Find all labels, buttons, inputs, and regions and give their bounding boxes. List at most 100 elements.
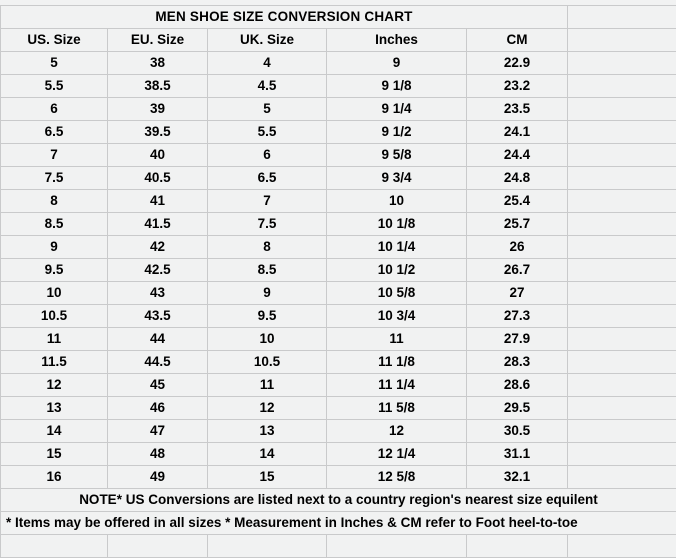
- empty-cell[interactable]: [568, 466, 676, 489]
- table-cell: 6.5: [208, 167, 327, 190]
- empty-cell[interactable]: [568, 190, 676, 213]
- table-cell: 27: [467, 282, 568, 305]
- table-cell: 27.9: [467, 328, 568, 351]
- table-cell: 6.5: [1, 121, 108, 144]
- empty-cell[interactable]: [327, 535, 467, 558]
- note-text: NOTE* US Conversions are listed next to …: [1, 489, 676, 512]
- table-cell: 22.9: [467, 52, 568, 75]
- table-cell: 9.5: [208, 305, 327, 328]
- table-cell: 39.5: [108, 121, 208, 144]
- empty-cell[interactable]: [467, 535, 568, 558]
- empty-cell[interactable]: [108, 535, 208, 558]
- table-cell: 10 1/4: [327, 236, 467, 259]
- table-cell: 38.5: [108, 75, 208, 98]
- table-cell: 25.7: [467, 213, 568, 236]
- table-cell: 14: [1, 420, 108, 443]
- table-cell: 29.5: [467, 397, 568, 420]
- table-cell: 4.5: [208, 75, 327, 98]
- table-cell: 43.5: [108, 305, 208, 328]
- table-cell: 9 1/8: [327, 75, 467, 98]
- table-cell: 41.5: [108, 213, 208, 236]
- table-cell: 9 3/4: [327, 167, 467, 190]
- empty-cell[interactable]: [568, 236, 676, 259]
- table-cell: 10: [208, 328, 327, 351]
- table-cell: 48: [108, 443, 208, 466]
- empty-cell[interactable]: [568, 397, 676, 420]
- table-cell: 46: [108, 397, 208, 420]
- empty-cell[interactable]: [568, 167, 676, 190]
- table-cell: 31.1: [467, 443, 568, 466]
- empty-cell[interactable]: [568, 144, 676, 167]
- table-cell: 5.5: [208, 121, 327, 144]
- empty-cell[interactable]: [568, 75, 676, 98]
- table-cell: 26.7: [467, 259, 568, 282]
- table-cell: 12 1/4: [327, 443, 467, 466]
- column-header: Inches: [327, 29, 467, 52]
- table-cell: 11: [1, 328, 108, 351]
- note-text: * Items may be offered in all sizes * Me…: [1, 512, 676, 535]
- table-cell: 10.5: [208, 351, 327, 374]
- table-cell: 11: [208, 374, 327, 397]
- empty-cell[interactable]: [568, 213, 676, 236]
- table-cell: 5.5: [1, 75, 108, 98]
- table-cell: 28.6: [467, 374, 568, 397]
- table-cell: 9: [208, 282, 327, 305]
- empty-cell[interactable]: [568, 6, 676, 29]
- table-cell: 30.5: [467, 420, 568, 443]
- table-cell: 8.5: [208, 259, 327, 282]
- empty-cell[interactable]: [568, 259, 676, 282]
- table-cell: 10 1/8: [327, 213, 467, 236]
- table-cell: 7: [208, 190, 327, 213]
- table-cell: 26: [467, 236, 568, 259]
- empty-cell[interactable]: [568, 282, 676, 305]
- table-cell: 44.5: [108, 351, 208, 374]
- empty-cell[interactable]: [568, 328, 676, 351]
- empty-cell[interactable]: [568, 29, 676, 52]
- table-cell: 24.4: [467, 144, 568, 167]
- empty-cell[interactable]: [208, 535, 327, 558]
- empty-cell[interactable]: [568, 535, 676, 558]
- table-cell: 43: [108, 282, 208, 305]
- empty-cell[interactable]: [568, 121, 676, 144]
- empty-cell[interactable]: [568, 351, 676, 374]
- table-cell: 9: [327, 52, 467, 75]
- table-cell: 7.5: [1, 167, 108, 190]
- column-header: CM: [467, 29, 568, 52]
- table-cell: 10 5/8: [327, 282, 467, 305]
- table-cell: 27.3: [467, 305, 568, 328]
- empty-cell[interactable]: [568, 52, 676, 75]
- empty-cell[interactable]: [568, 374, 676, 397]
- table-cell: 5: [1, 52, 108, 75]
- note-row: * Items may be offered in all sizes * Me…: [1, 512, 676, 535]
- empty-cell[interactable]: [1, 535, 108, 558]
- empty-cell[interactable]: [568, 98, 676, 121]
- table-cell: 25.4: [467, 190, 568, 213]
- empty-cell[interactable]: [568, 305, 676, 328]
- table-cell: 7.5: [208, 213, 327, 236]
- table-cell: 14: [208, 443, 327, 466]
- empty-cell[interactable]: [568, 443, 676, 466]
- table-cell: 41: [108, 190, 208, 213]
- table-cell: 10.5: [1, 305, 108, 328]
- table-cell: 15: [1, 443, 108, 466]
- title-row: MEN SHOE SIZE CONVERSION CHART: [1, 6, 676, 29]
- table-cell: 5: [208, 98, 327, 121]
- empty-cell[interactable]: [568, 420, 676, 443]
- table-cell: 8: [1, 190, 108, 213]
- table-cell: 9.5: [1, 259, 108, 282]
- table-cell: 9 1/4: [327, 98, 467, 121]
- table-cell: 13: [1, 397, 108, 420]
